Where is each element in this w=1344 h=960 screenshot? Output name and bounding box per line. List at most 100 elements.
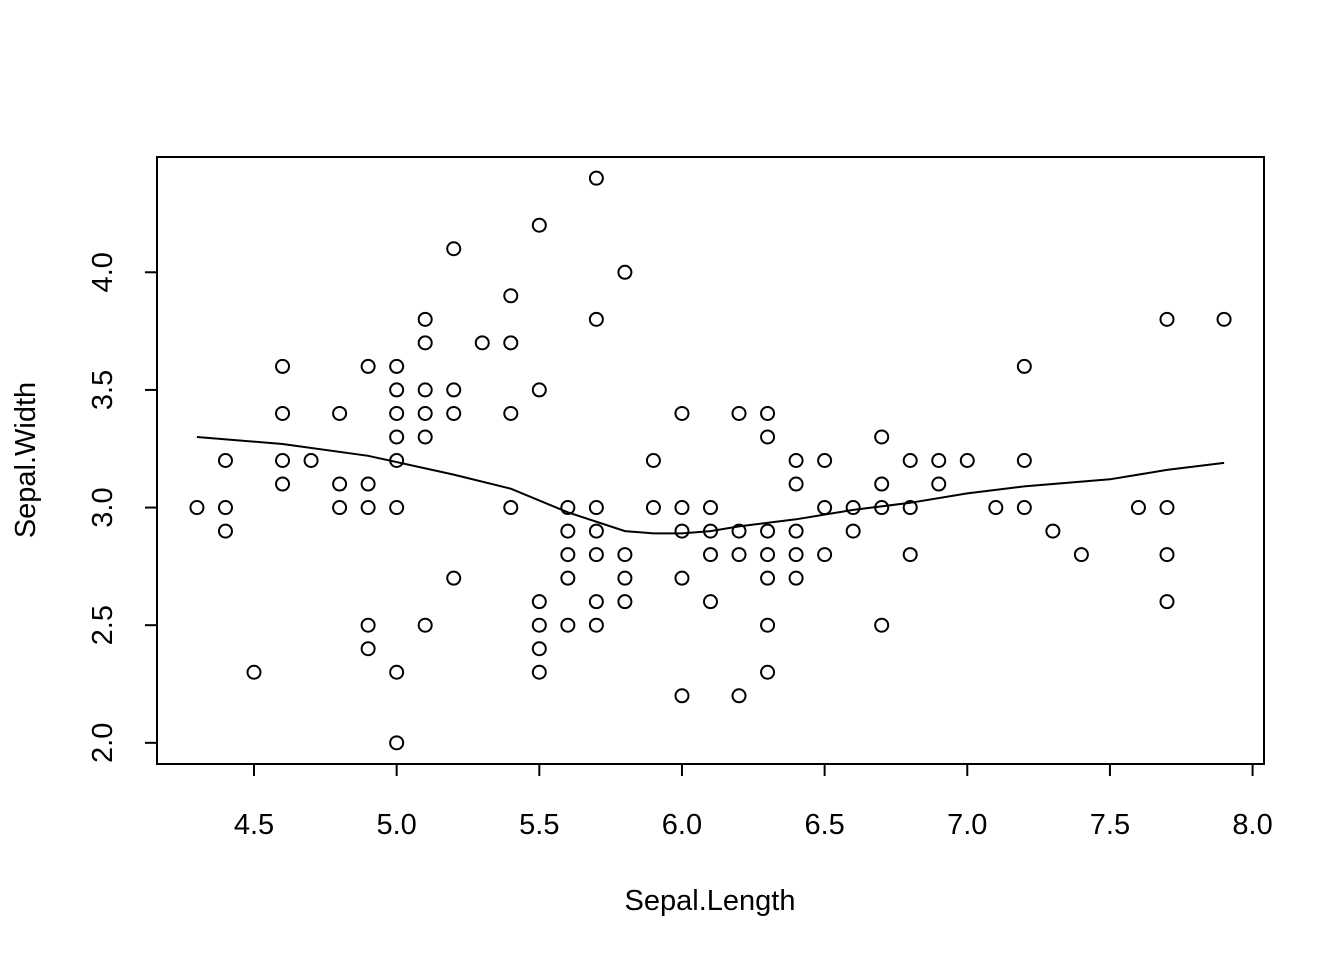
- x-axis: 4.5 5.0 5.5 6.0 6.5 7.0 7.5 8.0: [234, 763, 1273, 841]
- data-point: [389, 664, 405, 680]
- data-point: [503, 405, 519, 421]
- data-point: [760, 405, 776, 421]
- data-point: [645, 453, 661, 468]
- data-point: [503, 500, 519, 516]
- data-point: [474, 335, 490, 351]
- data-point: [588, 311, 604, 327]
- data-point: [446, 405, 462, 421]
- data-point: [560, 617, 576, 633]
- x-tick-label: 7.0: [947, 809, 987, 841]
- data-point: [417, 335, 433, 351]
- data-points: [189, 170, 1232, 751]
- data-point: [560, 570, 576, 586]
- data-point: [531, 382, 547, 398]
- data-point: [503, 335, 519, 351]
- y-tick-label: 2.5: [87, 605, 119, 645]
- data-point: [845, 523, 861, 539]
- data-point: [674, 405, 690, 421]
- data-point: [788, 547, 804, 563]
- data-point: [389, 358, 405, 374]
- data-point: [275, 405, 291, 421]
- x-axis-title: Sepal.Length: [625, 885, 796, 917]
- data-point: [360, 641, 376, 657]
- data-point: [731, 547, 747, 563]
- data-point: [674, 570, 690, 586]
- data-point: [617, 264, 633, 280]
- data-point: [531, 217, 547, 233]
- data-point: [560, 500, 576, 516]
- data-point: [389, 382, 405, 398]
- data-point: [560, 523, 576, 539]
- data-point: [560, 547, 576, 563]
- data-point: [617, 547, 633, 563]
- data-point: [360, 500, 376, 516]
- data-point: [446, 382, 462, 398]
- data-point: [760, 429, 776, 445]
- plot-frame: [156, 156, 1265, 765]
- data-point: [1159, 547, 1175, 563]
- x-tick-label: 7.5: [1090, 809, 1130, 841]
- data-point: [531, 594, 547, 610]
- data-point: [531, 641, 547, 657]
- data-point: [760, 664, 776, 680]
- data-point: [446, 570, 462, 586]
- data-point: [1159, 500, 1175, 516]
- data-point: [275, 453, 291, 468]
- data-point: [1016, 453, 1032, 468]
- x-tick-label: 8.0: [1232, 809, 1272, 841]
- data-point: [731, 523, 747, 539]
- data-point: [902, 500, 918, 516]
- data-point: [617, 594, 633, 610]
- data-point: [817, 500, 833, 516]
- y-tick-label: 4.0: [87, 252, 119, 292]
- data-point: [588, 594, 604, 610]
- data-point: [845, 500, 861, 516]
- data-point: [902, 453, 918, 468]
- data-point: [1159, 311, 1175, 327]
- data-point: [389, 405, 405, 421]
- data-point: [874, 617, 890, 633]
- data-point: [332, 405, 348, 421]
- data-point: [703, 547, 718, 563]
- data-point: [1216, 311, 1232, 327]
- y-tick-label: 3.5: [87, 370, 119, 410]
- data-point: [332, 476, 348, 492]
- data-point: [760, 523, 776, 539]
- data-point: [988, 500, 1004, 516]
- data-point: [503, 288, 519, 304]
- x-tick-label: 6.5: [804, 809, 844, 841]
- data-point: [645, 500, 661, 516]
- data-point: [531, 617, 547, 633]
- y-tick-label: 3.0: [87, 487, 119, 527]
- data-point: [1073, 547, 1089, 563]
- data-point: [617, 570, 633, 586]
- data-point: [1016, 500, 1032, 516]
- data-point: [874, 429, 890, 445]
- data-point: [303, 453, 319, 468]
- data-point: [817, 453, 833, 468]
- data-point: [931, 453, 947, 468]
- data-point: [531, 664, 547, 680]
- data-point: [389, 429, 405, 445]
- data-point: [674, 500, 690, 516]
- data-point: [332, 500, 348, 516]
- data-point: [703, 594, 718, 610]
- y-axis: 2.0 2.5 3.0 3.5 4.0: [87, 252, 158, 763]
- data-point: [417, 429, 433, 445]
- data-point: [389, 500, 405, 516]
- data-point: [360, 358, 376, 374]
- data-point: [246, 664, 262, 680]
- data-point: [1130, 500, 1146, 516]
- data-point: [788, 523, 804, 539]
- data-point: [731, 405, 747, 421]
- data-point: [217, 523, 233, 539]
- x-tick-label: 6.0: [662, 809, 702, 841]
- data-point: [389, 735, 405, 751]
- y-tick-label: 2.0: [87, 723, 119, 763]
- data-point: [588, 500, 604, 516]
- x-tick-label: 5.0: [376, 809, 416, 841]
- data-point: [588, 617, 604, 633]
- x-tick-label: 5.5: [519, 809, 559, 841]
- data-point: [217, 500, 233, 516]
